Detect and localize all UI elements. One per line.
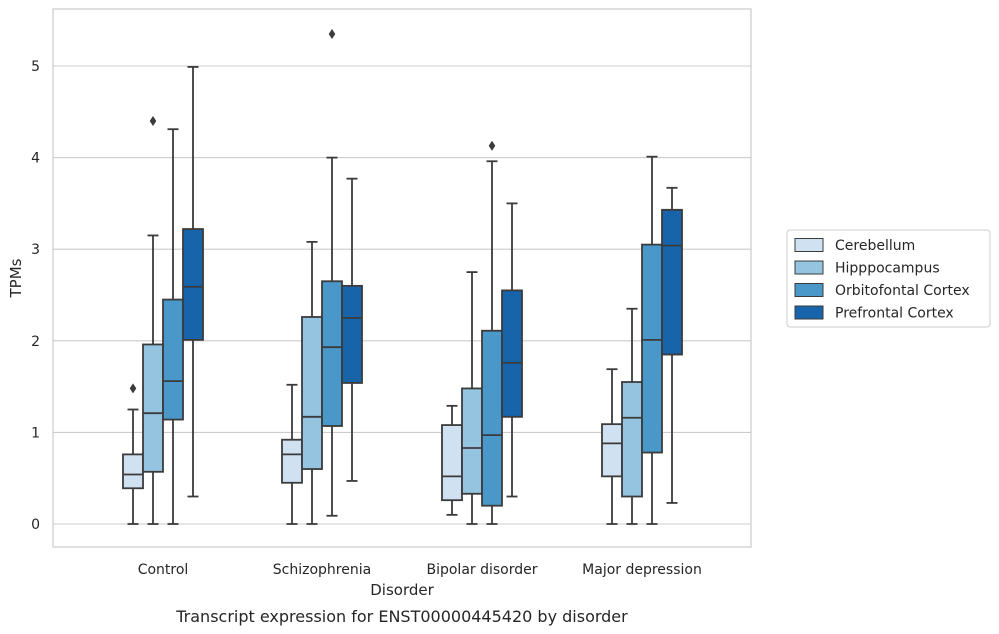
- box-iqr: [182, 228, 204, 341]
- y-tick-label-3: 3: [31, 242, 40, 258]
- box-iqr: [122, 453, 144, 490]
- box-cerebellum-0: [122, 383, 144, 525]
- box-hipppocampus-2: [461, 271, 483, 525]
- box-hipppocampus-0: [142, 115, 164, 525]
- legend-frame: [786, 229, 991, 328]
- box-iqr: [661, 208, 683, 356]
- box-iqr: [321, 280, 343, 427]
- y-tick-label-2: 2: [31, 334, 40, 350]
- box-cerebellum-1: [281, 383, 303, 525]
- chart-caption: Transcript expression for ENST0000044542…: [175, 607, 628, 626]
- legend-swatch-1: [794, 260, 824, 275]
- outlier-point-0: [149, 115, 157, 126]
- legend-label-1: Hipppocampus: [835, 261, 940, 277]
- y-tick-label-4: 4: [31, 151, 40, 167]
- x-tick-label-1: Schizophrenia: [273, 562, 371, 578]
- legend-swatch-2: [794, 283, 824, 297]
- y-tick-label-5: 5: [31, 59, 40, 75]
- box-iqr: [461, 387, 483, 495]
- legend-label-3: Prefrontal Cortex: [835, 306, 954, 322]
- x-axis-label: Disorder: [370, 581, 434, 599]
- box-hipppocampus-1: [301, 240, 323, 525]
- box-orbitofontal-cortex-3: [641, 155, 663, 525]
- box-prefrontal-cortex-0: [182, 66, 204, 498]
- outlier-point-0: [328, 28, 336, 39]
- box-orbitofontal-cortex-0: [162, 128, 184, 525]
- box-iqr: [301, 316, 323, 470]
- x-tick-label-3: Major depression: [582, 562, 702, 578]
- box-iqr: [142, 343, 164, 473]
- plot-frame: [52, 8, 752, 548]
- x-tick-label-0: Control: [138, 562, 189, 578]
- box-iqr: [481, 329, 503, 507]
- y-tick-label-0: 0: [31, 517, 40, 533]
- box-prefrontal-cortex-3: [661, 186, 683, 504]
- box-iqr: [621, 381, 643, 498]
- box-iqr: [441, 424, 463, 502]
- box-iqr: [641, 243, 663, 454]
- box-orbitofontal-cortex-2: [481, 140, 503, 525]
- box-iqr: [341, 284, 363, 384]
- box-prefrontal-cortex-1: [341, 177, 363, 482]
- legend-label-0: Cerebellum: [835, 238, 915, 254]
- box-iqr: [162, 298, 184, 421]
- outlier-point-0: [488, 140, 496, 151]
- x-axis-ticks: Control Schizophrenia Bipolar disorder Majo…: [138, 562, 702, 578]
- box-iqr: [281, 438, 303, 484]
- outlier-point-0: [129, 383, 137, 394]
- y-axis-label: TPMs: [7, 258, 25, 298]
- legend-label-2: Orbitofontal Cortex: [835, 283, 970, 299]
- box-cerebellum-2: [441, 404, 463, 516]
- box-iqr: [601, 423, 623, 478]
- legend: Cerebellum Hipppocampus Orbitofontal Corte…: [786, 229, 991, 328]
- legend-swatch-3: [794, 305, 824, 320]
- box-groups: [122, 28, 683, 525]
- y-tick-label-1: 1: [31, 425, 40, 441]
- x-tick-label-2: Bipolar disorder: [426, 562, 537, 578]
- y-axis-ticks: 0 1 2 3 4 5: [31, 59, 40, 533]
- box-iqr: [501, 289, 523, 418]
- box-prefrontal-cortex-2: [501, 202, 523, 498]
- legend-swatch-0: [794, 238, 824, 252]
